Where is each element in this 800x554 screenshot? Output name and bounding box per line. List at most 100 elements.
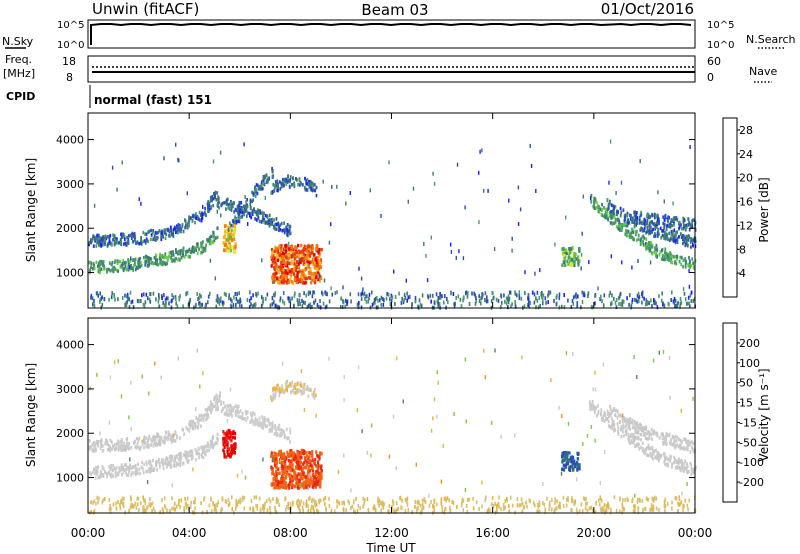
ground-scatter-mark <box>220 296 222 301</box>
echo-mark <box>234 215 236 219</box>
echo-mark <box>225 412 227 417</box>
echo-mark <box>577 259 580 263</box>
echo-mark <box>134 445 137 449</box>
echo-mark <box>128 441 131 446</box>
echo-mark <box>629 233 631 237</box>
ground-scatter-mark <box>658 507 660 512</box>
ground-scatter-mark <box>301 304 304 309</box>
cpid-value: normal (fast) 151 <box>94 93 212 107</box>
ground-scatter-mark <box>472 496 474 501</box>
echo-mark <box>629 427 632 431</box>
ground-scatter-mark <box>436 299 439 304</box>
echo-mark <box>311 473 314 478</box>
echo-mark <box>319 451 322 455</box>
ground-scatter-mark <box>185 292 187 297</box>
echo-mark <box>177 228 180 232</box>
echo-mark <box>157 441 160 445</box>
sparse-echo-mark <box>597 286 599 291</box>
echo-mark <box>266 424 269 428</box>
echo-mark <box>691 223 693 227</box>
y-tick-label: 1000 <box>56 267 84 280</box>
echo-mark <box>232 408 234 413</box>
echo-mark <box>256 183 259 188</box>
ground-scatter-mark <box>195 302 197 307</box>
echo-mark <box>213 192 215 196</box>
ground-scatter-mark <box>486 299 489 304</box>
echo-mark <box>113 235 116 239</box>
echo-mark <box>179 258 181 262</box>
echo-mark <box>239 215 242 219</box>
echo-mark <box>260 220 263 224</box>
ground-scatter-mark <box>144 498 146 503</box>
echo-mark <box>120 234 123 239</box>
echo-mark <box>281 274 284 278</box>
ground-scatter-mark <box>237 500 240 504</box>
echo-mark <box>271 395 273 400</box>
ground-scatter-mark <box>459 297 462 302</box>
ground-scatter-mark <box>92 302 94 307</box>
echo-mark <box>192 427 195 431</box>
ground-scatter-mark <box>671 506 673 511</box>
ground-scatter-mark <box>143 505 145 510</box>
echo-mark <box>111 260 114 265</box>
echo-mark <box>212 445 214 449</box>
echo-mark <box>144 254 147 259</box>
ground-scatter-mark <box>336 504 338 509</box>
ground-scatter-mark <box>163 293 165 298</box>
ground-scatter-mark <box>144 508 146 513</box>
echo-mark <box>664 457 666 461</box>
ground-scatter-mark <box>126 300 128 305</box>
echo-mark <box>266 215 269 219</box>
echo-mark <box>611 416 613 421</box>
echo-mark <box>188 420 191 424</box>
echo-mark <box>656 434 659 438</box>
echo-mark <box>230 208 233 212</box>
echo-mark <box>117 448 120 452</box>
sparse-echo-mark <box>663 199 665 204</box>
echo-mark <box>281 461 284 465</box>
echo-mark <box>281 255 284 259</box>
echo-mark <box>201 248 204 252</box>
echo-mark <box>279 223 282 227</box>
echo-mark <box>292 248 295 252</box>
ground-scatter-mark <box>112 502 115 507</box>
ground-scatter-mark <box>641 291 643 296</box>
echo-mark <box>652 457 654 461</box>
sparse-echo-mark <box>637 259 639 263</box>
ground-scatter-mark <box>194 500 196 505</box>
ground-scatter-mark <box>419 302 422 307</box>
echo-mark <box>314 262 317 266</box>
echo-mark <box>283 274 286 278</box>
echo-mark <box>651 452 654 456</box>
echo-mark <box>665 227 668 231</box>
echo-mark <box>252 191 255 196</box>
echo-mark <box>158 261 161 265</box>
echo-mark <box>613 413 616 417</box>
echo-mark <box>234 242 237 247</box>
echo-mark <box>670 218 673 222</box>
ground-scatter-mark <box>356 508 359 513</box>
echo-mark <box>275 429 278 434</box>
echo-mark <box>635 427 638 431</box>
echo-mark <box>256 218 258 222</box>
ground-scatter-mark <box>310 305 312 310</box>
ground-scatter-mark <box>467 498 469 502</box>
echo-mark <box>669 459 671 463</box>
sparse-echo-mark <box>273 280 275 284</box>
echo-mark <box>687 263 689 267</box>
echo-mark <box>646 243 648 247</box>
echo-mark <box>689 222 692 226</box>
echo-mark <box>632 237 635 242</box>
echo-mark <box>274 227 277 231</box>
echo-mark <box>172 234 175 238</box>
ground-scatter-mark <box>389 302 392 307</box>
echo-mark <box>288 224 291 229</box>
echo-mark <box>224 200 227 205</box>
echo-mark <box>651 213 654 218</box>
sparse-echo-mark <box>322 179 324 184</box>
ground-scatter-mark <box>687 507 689 512</box>
echo-mark <box>612 422 614 427</box>
echo-mark <box>640 438 642 442</box>
echo-mark <box>278 390 281 394</box>
echo-mark <box>307 456 310 460</box>
